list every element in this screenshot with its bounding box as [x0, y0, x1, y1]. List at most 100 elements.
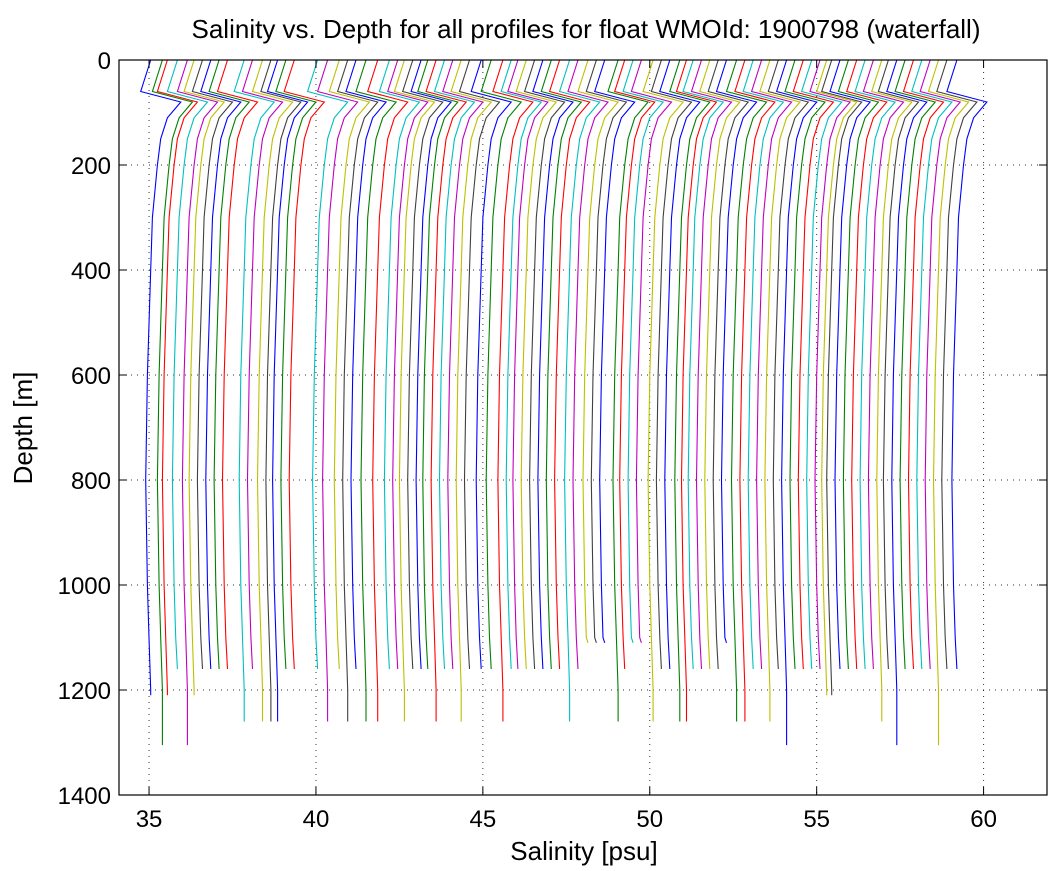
plot-frame [118, 59, 1048, 796]
profile-line [156, 59, 199, 696]
profile-line [367, 59, 409, 722]
profile-line [675, 59, 718, 722]
x-tick-label: 55 [803, 806, 830, 833]
profile-line [260, 59, 302, 722]
profile-line [750, 59, 793, 670]
x-tick-label: 40 [303, 806, 330, 833]
profile-line [458, 59, 501, 670]
profile-line [140, 59, 182, 696]
profile-line [306, 59, 349, 670]
profile-line [829, 59, 872, 670]
profile-line [336, 59, 379, 722]
profile-line [425, 59, 468, 722]
y-tick-label: 200 [71, 153, 111, 180]
grid-lines [119, 59, 1047, 796]
profile-line [328, 59, 371, 670]
profile-line [216, 59, 259, 670]
profile-line [759, 59, 801, 722]
profile-line [699, 59, 741, 670]
profile-line [809, 59, 852, 670]
profile-line [622, 59, 665, 643]
profile-line [734, 59, 776, 722]
profile-line [936, 59, 978, 670]
x-tick-label: 60 [970, 806, 997, 833]
profile-line [775, 59, 818, 746]
chart-title: Salinity vs. Depth for all profiles for … [192, 14, 981, 44]
profile-line [183, 59, 226, 696]
profile-line [846, 59, 888, 670]
profile-line [450, 59, 493, 722]
profile-line [725, 59, 768, 722]
profile-line [480, 59, 523, 670]
profile-line [233, 59, 276, 722]
y-axis-label: Depth [m] [8, 372, 38, 485]
profile-line [200, 59, 242, 670]
profile-line [800, 59, 843, 670]
profile-line [283, 59, 326, 670]
profile-lines [140, 59, 988, 746]
profile-line [532, 59, 574, 670]
profile-line [607, 59, 650, 722]
profile-line [275, 59, 317, 670]
profile-line [715, 59, 758, 643]
profile-line [877, 59, 920, 670]
profile-line [659, 59, 701, 670]
profile-line [862, 59, 905, 670]
profile-line [690, 59, 733, 670]
profile-line [492, 59, 534, 722]
profile-line [919, 59, 962, 670]
x-tick-label: 45 [470, 806, 497, 833]
profile-line [355, 59, 398, 722]
profile-line [594, 59, 636, 643]
profile-line [669, 59, 711, 722]
profile-line [784, 59, 826, 670]
profile-line [151, 59, 194, 746]
y-tick-label: 800 [71, 468, 111, 495]
profile-line [251, 59, 294, 722]
y-tick-label: 1000 [58, 573, 111, 600]
profile-line [433, 59, 476, 670]
x-tick-label: 50 [636, 806, 663, 833]
profile-line [166, 59, 209, 670]
y-tick-label: 1200 [58, 678, 111, 705]
profile-line [500, 59, 543, 670]
y-tick-label: 400 [71, 258, 111, 285]
profile-line [894, 59, 937, 670]
profile-line [345, 59, 388, 670]
profile-line [548, 59, 591, 670]
profile-line [886, 59, 928, 746]
x-axis-label: Salinity [psu] [510, 836, 657, 866]
y-tick-label: 600 [71, 363, 111, 390]
profile-line [523, 59, 566, 670]
profile-line [515, 59, 558, 670]
profile-line [650, 59, 693, 670]
profile-line [410, 59, 453, 670]
profile-line [854, 59, 897, 670]
x-tick-label: 35 [136, 806, 163, 833]
profile-line [792, 59, 835, 670]
profile-line [816, 59, 858, 696]
profile-line [767, 59, 810, 670]
profile-line [567, 59, 609, 670]
profile-line [927, 59, 970, 746]
profile-line [642, 59, 685, 722]
profile-line [378, 59, 421, 670]
profile-line [470, 59, 513, 670]
profile-line [707, 59, 750, 670]
profile-line [821, 59, 863, 696]
y-tick-label: 0 [98, 48, 111, 75]
profile-line [682, 59, 725, 670]
profile-line [540, 59, 583, 670]
profile-line [176, 59, 219, 746]
profile-line [614, 59, 656, 670]
profile-line [266, 59, 309, 722]
profile-line [911, 59, 953, 670]
profile-line [387, 59, 429, 670]
profile-line [208, 59, 251, 670]
profile-line [902, 59, 945, 670]
profile-line [401, 59, 444, 670]
profile-line [393, 59, 436, 722]
